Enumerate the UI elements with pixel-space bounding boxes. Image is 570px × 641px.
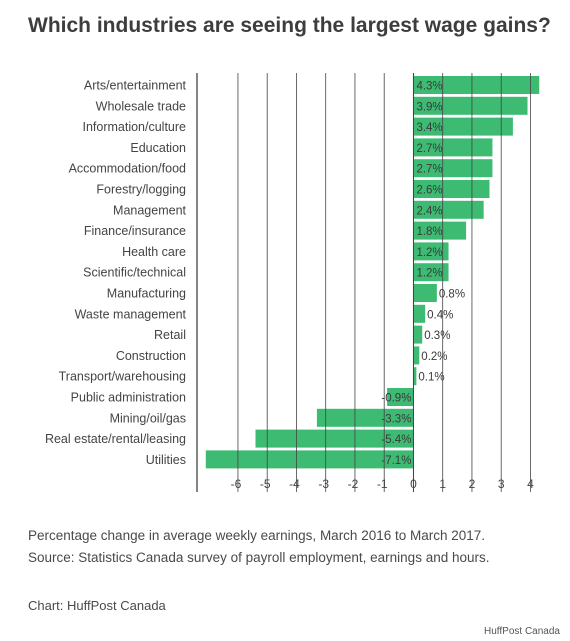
- x-tick-label: -3: [318, 477, 329, 491]
- category-label: Accommodation/food: [69, 162, 186, 176]
- x-tick-label: 1: [439, 477, 446, 491]
- data-label: 2.7%: [416, 143, 442, 155]
- category-label: Arts/entertainment: [84, 79, 187, 93]
- category-label: Utilities: [146, 453, 186, 467]
- category-label: Real estate/rental/leasing: [45, 432, 186, 446]
- data-label: 2.4%: [416, 205, 442, 217]
- data-label: 2.6%: [416, 185, 442, 197]
- data-label: 3.9%: [416, 101, 442, 113]
- data-label: 1.2%: [416, 247, 442, 259]
- bar-17: [316, 408, 414, 427]
- category-label: Manufacturing: [107, 287, 186, 301]
- bar-2: [413, 96, 528, 115]
- bar-8: [413, 221, 467, 240]
- data-label: 0.8%: [439, 289, 465, 301]
- watermark: HuffPost Canada: [484, 626, 560, 637]
- bar-15: [413, 367, 417, 386]
- category-label: Waste management: [75, 307, 187, 321]
- chart-source: Source: Statistics Canada survey of payr…: [28, 550, 490, 565]
- category-label: Scientific/technical: [83, 266, 186, 280]
- bar-6: [413, 180, 490, 198]
- data-label: 0.4%: [427, 309, 453, 321]
- data-label: 3.4%: [416, 122, 442, 134]
- x-tick-label: 4: [527, 477, 534, 491]
- bar-12: [413, 304, 426, 323]
- data-label: -3.3%: [381, 413, 411, 425]
- category-label: Health care: [122, 245, 186, 259]
- category-label: Mining/oil/gas: [110, 411, 186, 425]
- bar-chart: Arts/entertainment 4.3% Wholesale trade 3.9…: [45, 73, 540, 492]
- x-tick-label: 2: [469, 477, 476, 491]
- bar-9: [413, 242, 449, 261]
- category-label: Construction: [116, 349, 186, 363]
- x-tick-label: -4: [289, 477, 300, 491]
- data-label: -0.9%: [381, 393, 411, 405]
- bar-1: [413, 76, 540, 94]
- category-label: Public administration: [71, 391, 186, 405]
- bar-16: [387, 388, 414, 406]
- data-label: 2.7%: [416, 164, 442, 176]
- bar-13: [413, 325, 423, 344]
- chart-notes: Percentage change in average weekly earn…: [28, 525, 490, 569]
- data-label: -5.4%: [381, 434, 411, 446]
- category-label: Management: [113, 203, 186, 217]
- category-label: Finance/insurance: [84, 224, 186, 238]
- data-label: -7.1%: [381, 455, 411, 467]
- category-label: Education: [130, 141, 186, 155]
- data-label: 0.1%: [418, 372, 444, 384]
- bar-4: [413, 138, 493, 157]
- data-label: 4.3%: [416, 81, 442, 93]
- x-tick-label: 0: [410, 477, 417, 491]
- chart-description: Percentage change in average weekly earn…: [28, 528, 486, 543]
- x-tick-label: -1: [377, 477, 388, 491]
- data-label: 1.8%: [416, 226, 442, 238]
- x-tick-label: -6: [231, 477, 242, 491]
- x-tick-label: -5: [260, 477, 271, 491]
- bar-18: [255, 429, 414, 448]
- data-label: 0.2%: [421, 351, 447, 363]
- chart-title: Which industries are seeing the largest …: [28, 14, 551, 37]
- category-label: Information/culture: [82, 120, 186, 134]
- bar-14: [413, 346, 420, 365]
- data-label: 0.3%: [424, 330, 450, 342]
- bar-7: [413, 200, 484, 219]
- bar-5: [413, 159, 493, 178]
- category-label: Retail: [154, 328, 186, 342]
- category-label: Wholesale trade: [96, 99, 186, 113]
- data-label: 1.2%: [416, 268, 442, 280]
- bar-10: [413, 263, 449, 282]
- x-tick-label: 3: [498, 477, 505, 491]
- category-label: Forestry/logging: [96, 183, 186, 197]
- bar-11: [413, 284, 437, 302]
- chart-credit: Chart: HuffPost Canada: [28, 598, 166, 613]
- x-tick-label: -2: [348, 477, 359, 491]
- category-label: Transport/warehousing: [59, 370, 186, 384]
- bar-3: [413, 117, 513, 136]
- bar-19: [205, 450, 414, 469]
